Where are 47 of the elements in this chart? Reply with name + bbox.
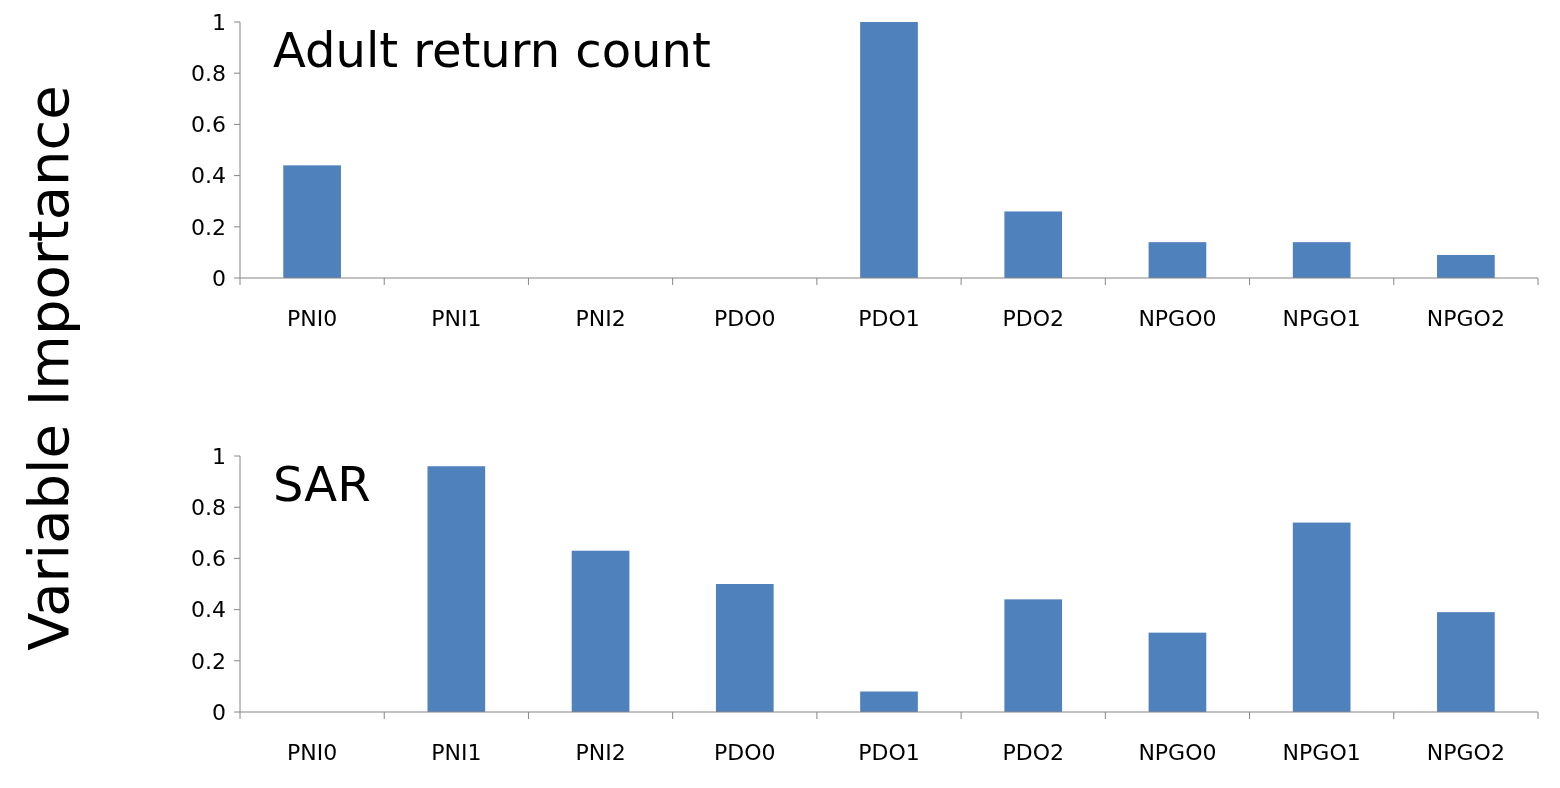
y-tick-label: 0 [212, 699, 226, 725]
bar [1004, 211, 1063, 278]
y-tick-label: 0.8 [191, 60, 226, 86]
x-tick-label: PNI0 [287, 740, 338, 765]
y-tick-label: 0.6 [191, 112, 226, 138]
bar [283, 165, 341, 278]
y-tick-label: 1 [212, 9, 226, 35]
x-tick-label: PNI2 [575, 740, 626, 765]
chart-title: SAR [273, 456, 371, 512]
x-tick-label: NPGO0 [1138, 306, 1217, 331]
chart-title: Adult return count [273, 22, 711, 78]
bar [715, 584, 774, 712]
x-tick-label: PDO0 [714, 740, 776, 765]
y-tick-label: 0.4 [191, 597, 226, 623]
y-tick-label: 0.2 [191, 648, 226, 674]
x-tick-label: PNI1 [431, 306, 482, 331]
y-tick-label: 1 [212, 443, 226, 469]
y-tick-label: 0.8 [191, 494, 226, 520]
y-tick-label: 0.6 [191, 546, 226, 572]
x-tick-label: PNI0 [287, 306, 338, 331]
bar [1437, 254, 1495, 278]
x-tick-label: NPGO2 [1426, 740, 1505, 765]
y-axis-title: Variable Importance [16, 85, 81, 651]
x-tick-label: PDO1 [858, 306, 920, 331]
bar [1292, 522, 1351, 712]
bar [860, 691, 918, 712]
y-tick-label: 0.2 [191, 214, 226, 240]
bar [860, 22, 918, 278]
bar [1148, 242, 1207, 278]
bar [1292, 242, 1351, 278]
bar [571, 550, 630, 712]
x-tick-label: PDO2 [1002, 306, 1064, 331]
x-tick-label: NPGO2 [1426, 306, 1505, 331]
x-tick-label: PDO1 [858, 740, 920, 765]
bar [427, 466, 486, 712]
x-tick-label: NPGO1 [1282, 740, 1361, 765]
x-tick-label: PNI2 [575, 306, 626, 331]
x-tick-label: PDO0 [714, 306, 776, 331]
bar [1004, 599, 1063, 712]
bar [1148, 632, 1207, 712]
x-tick-label: NPGO1 [1282, 306, 1361, 331]
x-tick-label: NPGO0 [1138, 740, 1217, 765]
bar [1437, 612, 1495, 712]
y-tick-label: 0 [212, 265, 226, 291]
x-tick-label: PDO2 [1002, 740, 1064, 765]
x-tick-label: PNI1 [431, 740, 482, 765]
y-tick-label: 0.4 [191, 163, 226, 189]
